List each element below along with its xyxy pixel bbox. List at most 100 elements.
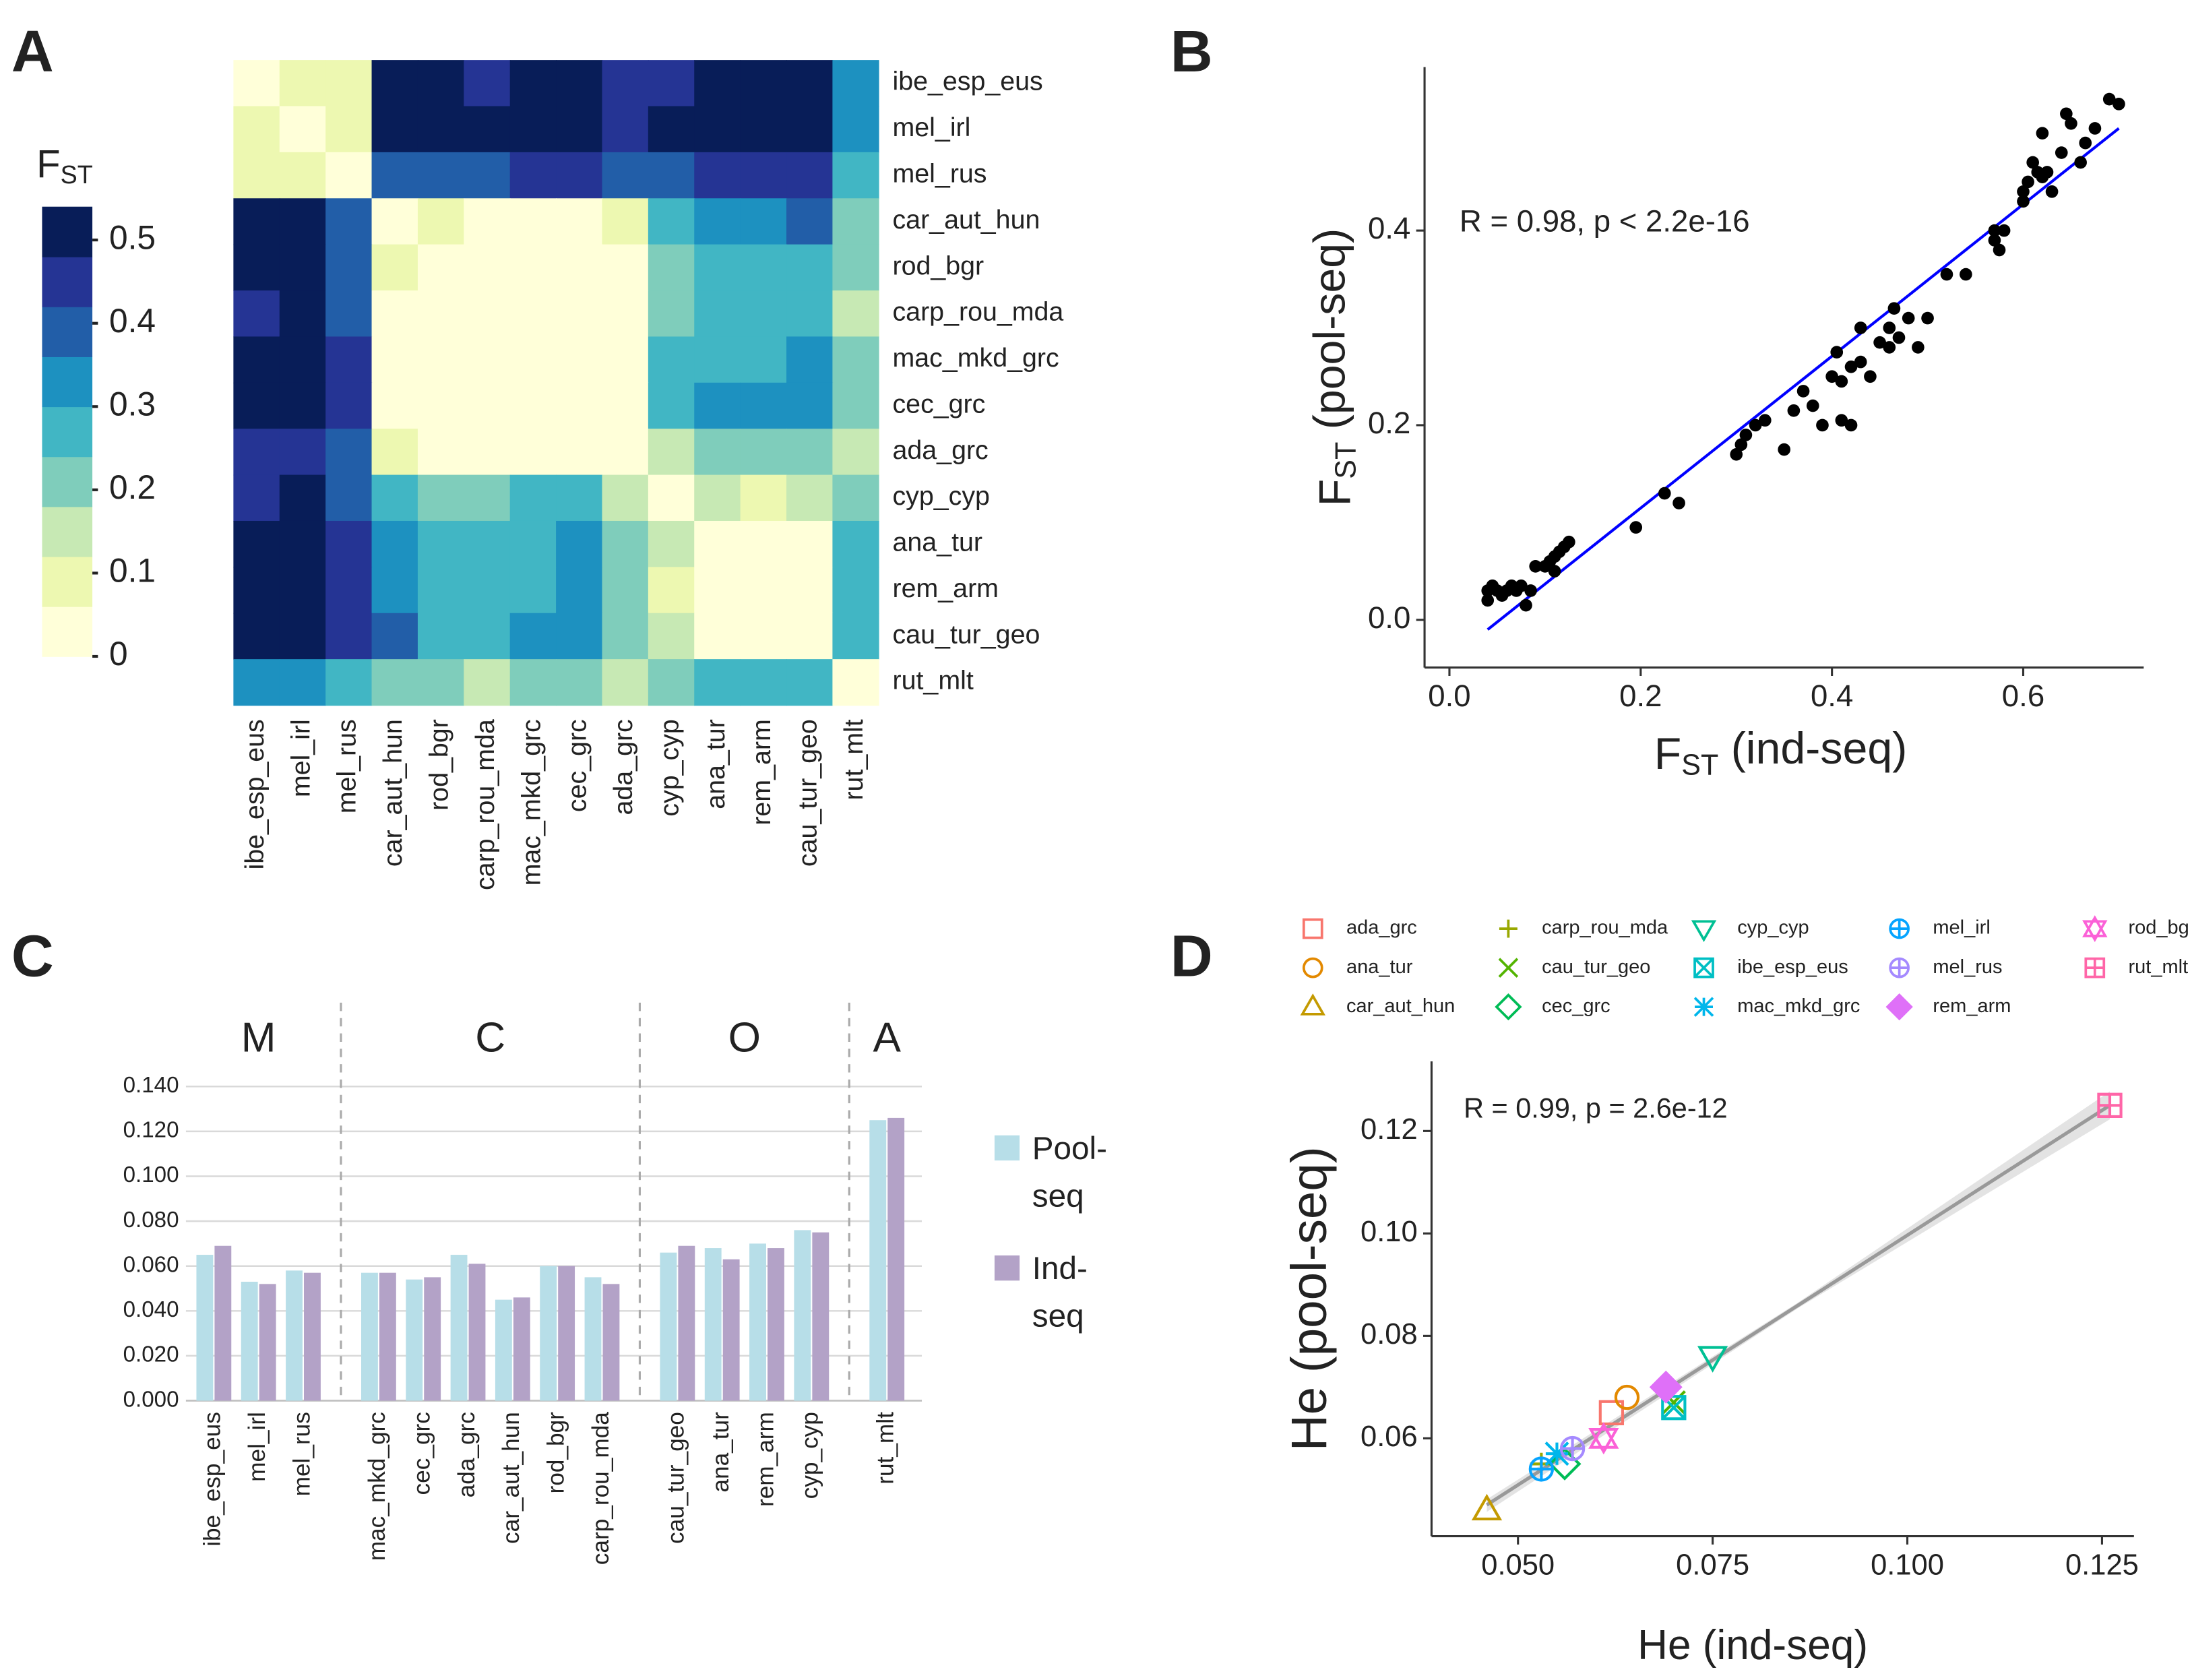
point [1912, 341, 1925, 354]
heatmap-cell [325, 290, 373, 338]
heatmap-cell [509, 290, 557, 338]
heatmap-cell [832, 244, 879, 291]
row-label: cyp_cyp [893, 481, 990, 511]
bar [704, 1248, 722, 1401]
heatmap-cell [832, 290, 879, 338]
point [1873, 336, 1886, 349]
heatmap-cell [509, 152, 557, 199]
point [1816, 418, 1829, 432]
heatmap-cell [371, 567, 418, 614]
row-label: rem_arm [893, 573, 999, 603]
colorbar-tick-label: 0.3 [109, 385, 156, 423]
column-label: mel_rus [332, 719, 362, 813]
heatmap-cell [786, 659, 834, 706]
y-axis-title-part: ST [1330, 442, 1363, 479]
bar [887, 1117, 905, 1401]
point [1854, 355, 1867, 369]
x-axis-title-part: (ind-seq) [1718, 724, 1907, 774]
heatmap-cell [371, 659, 418, 706]
bar [749, 1243, 766, 1401]
point [2060, 107, 2073, 121]
column-label: ibe_esp_eus [240, 719, 270, 869]
bar [558, 1266, 575, 1401]
bar [424, 1277, 441, 1401]
heatmap-cell [371, 244, 418, 291]
heatmap-cell [648, 198, 695, 245]
point [2045, 185, 2059, 198]
annotation: R = 0.99, p = 2.6e-12 [1464, 1092, 1728, 1123]
point [1902, 311, 1915, 325]
point [1658, 487, 1671, 500]
point [2022, 175, 2034, 189]
panel-label: B [1170, 19, 1213, 84]
heatmap-cell [279, 244, 326, 291]
point [2036, 127, 2049, 140]
heatmap-cell [464, 152, 511, 199]
legend-swatch [994, 1135, 1020, 1161]
heatmap-cell [233, 290, 280, 338]
point [1787, 404, 1801, 417]
heatmap-cell [417, 613, 465, 660]
heatmap-cell [279, 520, 326, 568]
heatmap-cell [371, 613, 418, 660]
heatmap-cell [325, 520, 373, 568]
point [1835, 375, 1848, 388]
heatmap-cell [417, 60, 465, 107]
heatmap-cell [509, 382, 557, 430]
point [1697, 1346, 1728, 1373]
heatmap-cell [786, 106, 834, 153]
heatmap-cell [325, 474, 373, 522]
row-label: mel_irl [893, 113, 971, 142]
point [2036, 170, 2049, 183]
legend-entry: Pool-seq [994, 1124, 1134, 1219]
legend-label: mel_irl [1933, 917, 1990, 939]
column-label: rem_arm [747, 719, 776, 825]
heatmap-cell [371, 60, 418, 107]
y-tick-label: 0.06 [1360, 1421, 1418, 1453]
panel-label: A [11, 19, 54, 84]
heatmap-cell [509, 659, 557, 706]
heatmap-cell [325, 429, 373, 476]
bar [768, 1248, 784, 1401]
legend-marker [2084, 957, 2106, 978]
point [1481, 594, 1495, 607]
heatmap-cell [233, 336, 280, 383]
heatmap-cell [694, 382, 741, 430]
x-tick-label: 0.050 [1481, 1549, 1555, 1582]
column-label: cau_tur_geo [793, 719, 823, 867]
colorbar-segment [42, 606, 93, 657]
colorbar-tick-label: 0.4 [109, 302, 156, 340]
y-tick-label: 0.100 [123, 1162, 179, 1187]
y-tick-label: 0.140 [123, 1073, 179, 1098]
point [1528, 1456, 1555, 1482]
heatmap-cell [602, 244, 649, 291]
heatmap-cell [279, 290, 326, 338]
heatmap-cell [233, 567, 280, 614]
heatmap-cell [602, 336, 649, 383]
heatmap-cell [325, 60, 373, 107]
heatmap-cell [648, 336, 695, 383]
column-label: rut_mlt [839, 719, 869, 800]
heatmap-cell [417, 244, 465, 291]
point [1854, 321, 1867, 334]
heatmap-cell [464, 198, 511, 245]
colorbar-segment [42, 456, 93, 507]
y-axis-title-part: (pool-seq) [1305, 228, 1354, 442]
bar [259, 1284, 276, 1401]
point [1749, 418, 1762, 432]
heatmap-cell [417, 382, 465, 430]
heatmap-cell [602, 429, 649, 476]
heatmap-cell [832, 382, 879, 430]
row-label: carp_rou_mda [893, 297, 1064, 327]
heatmap-cell [602, 613, 649, 660]
heatmap-cell [417, 659, 465, 706]
heatmap-cell [740, 244, 787, 291]
heatmap-cell [371, 520, 418, 568]
heatmap-cell [832, 60, 879, 107]
x-tick-label: ada_grc [453, 1412, 480, 1497]
heatmap-cell [556, 659, 603, 706]
heatmap-cell [279, 106, 326, 153]
point [1921, 311, 1934, 325]
heatmap-cell [371, 198, 418, 245]
